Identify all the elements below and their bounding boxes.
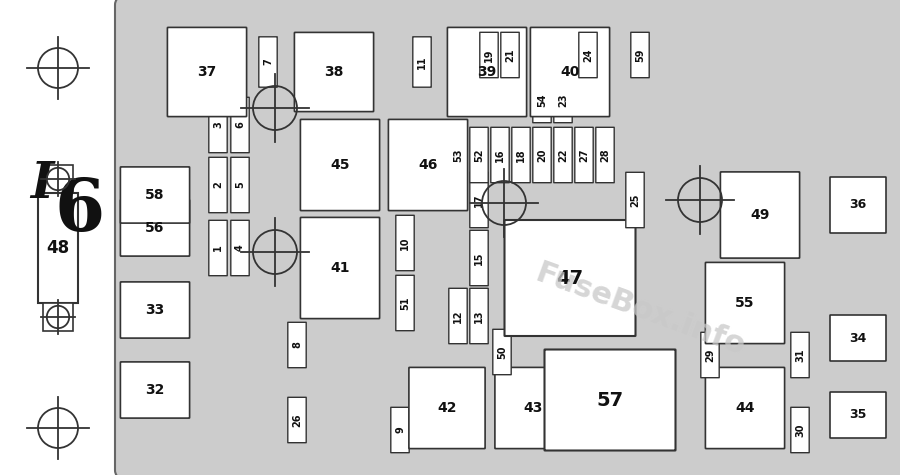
FancyBboxPatch shape bbox=[720, 172, 799, 258]
Text: 9: 9 bbox=[395, 427, 405, 433]
Text: 24: 24 bbox=[583, 48, 593, 62]
FancyBboxPatch shape bbox=[230, 97, 249, 152]
FancyBboxPatch shape bbox=[230, 157, 249, 213]
FancyBboxPatch shape bbox=[288, 323, 306, 368]
Text: 6: 6 bbox=[55, 174, 105, 246]
FancyBboxPatch shape bbox=[830, 392, 886, 438]
Text: 12: 12 bbox=[453, 309, 463, 323]
Text: 23: 23 bbox=[558, 93, 568, 107]
FancyBboxPatch shape bbox=[554, 127, 572, 183]
FancyBboxPatch shape bbox=[449, 127, 467, 183]
FancyBboxPatch shape bbox=[830, 315, 886, 361]
FancyBboxPatch shape bbox=[530, 28, 609, 116]
Text: 59: 59 bbox=[635, 48, 645, 62]
Text: FuseBox.info: FuseBox.info bbox=[531, 258, 749, 361]
FancyBboxPatch shape bbox=[491, 127, 509, 183]
FancyBboxPatch shape bbox=[470, 288, 488, 344]
FancyBboxPatch shape bbox=[500, 32, 519, 78]
Text: 54: 54 bbox=[537, 93, 547, 107]
FancyBboxPatch shape bbox=[470, 172, 488, 228]
Text: 51: 51 bbox=[400, 296, 410, 310]
FancyBboxPatch shape bbox=[209, 97, 227, 152]
Text: 7: 7 bbox=[263, 58, 273, 66]
FancyBboxPatch shape bbox=[575, 127, 593, 183]
Text: 37: 37 bbox=[197, 65, 217, 79]
Text: 22: 22 bbox=[558, 148, 568, 162]
FancyBboxPatch shape bbox=[596, 127, 614, 183]
Text: 6: 6 bbox=[235, 122, 245, 128]
Text: 57: 57 bbox=[597, 390, 624, 409]
FancyBboxPatch shape bbox=[495, 367, 572, 448]
Text: 38: 38 bbox=[324, 65, 344, 79]
FancyBboxPatch shape bbox=[701, 332, 719, 378]
Text: I: I bbox=[31, 161, 54, 209]
FancyBboxPatch shape bbox=[301, 218, 380, 319]
FancyBboxPatch shape bbox=[167, 28, 247, 116]
FancyBboxPatch shape bbox=[447, 28, 526, 116]
FancyBboxPatch shape bbox=[830, 177, 886, 233]
FancyBboxPatch shape bbox=[389, 119, 468, 210]
Text: 33: 33 bbox=[146, 303, 165, 317]
FancyBboxPatch shape bbox=[396, 215, 414, 271]
Text: 25: 25 bbox=[630, 193, 640, 207]
FancyBboxPatch shape bbox=[0, 0, 131, 475]
Text: 11: 11 bbox=[417, 55, 427, 69]
FancyBboxPatch shape bbox=[544, 350, 676, 450]
Bar bbox=[43, 303, 73, 331]
FancyBboxPatch shape bbox=[294, 32, 374, 112]
Text: 44: 44 bbox=[735, 401, 755, 415]
Text: 49: 49 bbox=[751, 208, 770, 222]
Text: 42: 42 bbox=[437, 401, 456, 415]
Text: 45: 45 bbox=[330, 158, 350, 172]
FancyBboxPatch shape bbox=[413, 37, 431, 87]
FancyBboxPatch shape bbox=[706, 262, 785, 343]
Text: 16: 16 bbox=[495, 148, 505, 162]
Text: 26: 26 bbox=[292, 413, 302, 427]
Text: 27: 27 bbox=[579, 148, 589, 162]
Text: 31: 31 bbox=[795, 348, 805, 362]
FancyBboxPatch shape bbox=[301, 119, 380, 210]
FancyBboxPatch shape bbox=[470, 127, 488, 183]
FancyBboxPatch shape bbox=[121, 167, 190, 223]
FancyBboxPatch shape bbox=[791, 407, 809, 453]
Text: 20: 20 bbox=[537, 148, 547, 162]
Bar bbox=[43, 165, 73, 193]
Text: 19: 19 bbox=[484, 48, 494, 62]
Text: 50: 50 bbox=[497, 345, 507, 359]
Text: 13: 13 bbox=[474, 309, 484, 323]
FancyBboxPatch shape bbox=[288, 397, 306, 443]
Text: 36: 36 bbox=[850, 199, 867, 211]
FancyBboxPatch shape bbox=[391, 407, 410, 453]
FancyBboxPatch shape bbox=[259, 37, 277, 87]
Text: 55: 55 bbox=[735, 296, 755, 310]
Text: 58: 58 bbox=[145, 188, 165, 202]
FancyBboxPatch shape bbox=[209, 157, 227, 213]
Text: 4: 4 bbox=[235, 245, 245, 251]
FancyBboxPatch shape bbox=[396, 276, 414, 331]
FancyBboxPatch shape bbox=[449, 288, 467, 344]
FancyBboxPatch shape bbox=[533, 77, 551, 123]
Text: 10: 10 bbox=[400, 236, 410, 250]
FancyBboxPatch shape bbox=[480, 32, 499, 78]
Bar bbox=[38, 193, 78, 303]
FancyBboxPatch shape bbox=[505, 220, 635, 336]
Text: 5: 5 bbox=[235, 181, 245, 189]
Text: 32: 32 bbox=[145, 383, 165, 397]
Text: 28: 28 bbox=[600, 148, 610, 162]
Text: 8: 8 bbox=[292, 342, 302, 349]
Text: 3: 3 bbox=[213, 122, 223, 128]
Text: 47: 47 bbox=[556, 268, 583, 287]
FancyBboxPatch shape bbox=[579, 32, 598, 78]
FancyBboxPatch shape bbox=[409, 367, 485, 448]
Text: 46: 46 bbox=[418, 158, 437, 172]
FancyBboxPatch shape bbox=[533, 127, 551, 183]
FancyBboxPatch shape bbox=[493, 329, 511, 375]
Text: 48: 48 bbox=[47, 239, 69, 257]
Text: 43: 43 bbox=[523, 401, 543, 415]
FancyBboxPatch shape bbox=[706, 367, 785, 448]
Text: 17: 17 bbox=[474, 193, 484, 207]
Text: 29: 29 bbox=[705, 348, 715, 362]
FancyBboxPatch shape bbox=[512, 127, 530, 183]
FancyBboxPatch shape bbox=[121, 282, 190, 338]
